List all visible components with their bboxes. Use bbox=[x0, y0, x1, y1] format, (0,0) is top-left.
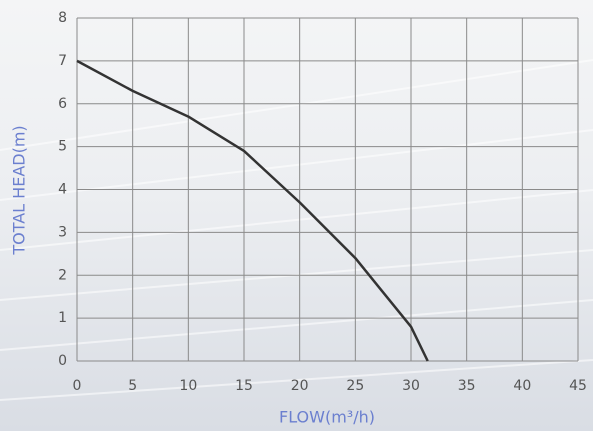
y-tick-label: 5 bbox=[58, 139, 67, 155]
y-axis-title: TOTAL HEAD(m) bbox=[10, 125, 29, 255]
x-tick-label: 10 bbox=[179, 378, 197, 394]
curve bbox=[76, 59, 429, 362]
x-tick-label: 25 bbox=[346, 378, 364, 394]
x-tick-label: 40 bbox=[513, 378, 531, 394]
x-tick-label: 0 bbox=[73, 378, 82, 394]
y-tick-label: 3 bbox=[58, 224, 67, 240]
y-tick-label: 4 bbox=[58, 182, 67, 198]
y-tick-label: 8 bbox=[58, 10, 67, 26]
x-axis-title: FLOW(m³/h) bbox=[279, 408, 375, 427]
x-tick-label: 45 bbox=[569, 378, 587, 394]
x-tick-label: 15 bbox=[235, 378, 253, 394]
y-tick-label: 2 bbox=[58, 267, 67, 283]
x-tick-label: 35 bbox=[458, 378, 476, 394]
x-tick-label: 30 bbox=[402, 378, 420, 394]
y-tick-label: 6 bbox=[58, 96, 67, 112]
y-tick-label: 7 bbox=[58, 53, 67, 69]
y-tick-label: 0 bbox=[58, 353, 67, 369]
x-tick-label: 20 bbox=[291, 378, 309, 394]
x-tick-label: 5 bbox=[128, 378, 137, 394]
y-tick-label: 1 bbox=[58, 310, 67, 326]
